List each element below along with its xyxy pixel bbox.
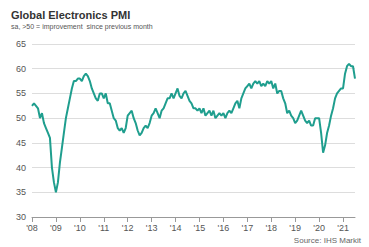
svg-text:45: 45 bbox=[16, 138, 26, 148]
svg-text:'17: '17 bbox=[241, 223, 253, 233]
svg-text:55: 55 bbox=[16, 88, 26, 98]
svg-text:30: 30 bbox=[16, 212, 26, 222]
svg-text:35: 35 bbox=[16, 187, 26, 197]
svg-text:65: 65 bbox=[16, 39, 26, 49]
svg-text:'15: '15 bbox=[194, 223, 206, 233]
svg-text:'10: '10 bbox=[74, 223, 86, 233]
svg-text:'21: '21 bbox=[337, 223, 349, 233]
svg-text:'09: '09 bbox=[50, 223, 62, 233]
svg-text:50: 50 bbox=[16, 113, 26, 123]
svg-text:Source: IHS Markit: Source: IHS Markit bbox=[294, 236, 362, 245]
svg-text:40: 40 bbox=[16, 163, 26, 173]
svg-text:60: 60 bbox=[16, 64, 26, 74]
svg-text:'13: '13 bbox=[146, 223, 158, 233]
svg-text:'08: '08 bbox=[26, 223, 38, 233]
svg-text:'20: '20 bbox=[313, 223, 325, 233]
svg-text:sa, >50 = improvement since p: sa, >50 = improvement since previous mon… bbox=[11, 23, 153, 31]
svg-text:'11: '11 bbox=[98, 223, 109, 233]
svg-text:'14: '14 bbox=[170, 223, 182, 233]
svg-text:'16: '16 bbox=[218, 223, 230, 233]
svg-text:'18: '18 bbox=[265, 223, 277, 233]
svg-text:Global Electronics PMI: Global Electronics PMI bbox=[11, 9, 130, 21]
svg-text:'12: '12 bbox=[122, 223, 134, 233]
svg-text:'19: '19 bbox=[289, 223, 301, 233]
